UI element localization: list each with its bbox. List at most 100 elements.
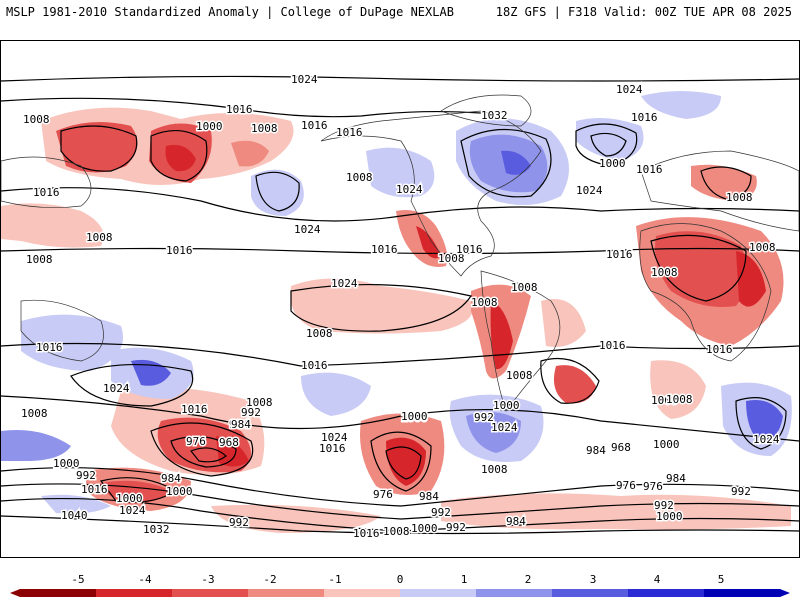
isobar-label: 1032: [481, 109, 508, 122]
isobar-label: 1008: [481, 463, 508, 476]
isobar-label: 1024: [753, 433, 780, 446]
isobar-label: 992: [76, 469, 96, 482]
colorbar-tick-label: 2: [524, 573, 532, 586]
isobar-label: 1008: [471, 296, 498, 309]
isobar-label: 1008: [511, 281, 538, 294]
colorbar-segment: [96, 589, 173, 597]
colorbar-segment: [628, 589, 705, 597]
isobar-label: 1024: [294, 223, 321, 236]
colorbar: [10, 589, 790, 597]
isobar-label: 1016: [353, 527, 380, 540]
isobar-label: 1024: [331, 277, 358, 290]
isobar-label: 1016: [606, 248, 633, 261]
isobar-label: 1016: [301, 119, 328, 132]
colorbar-tick-label: -4: [138, 573, 152, 586]
isobar-label: 1024: [576, 184, 603, 197]
isobar-label: 1008: [246, 396, 273, 409]
isobar-label: 984: [231, 418, 251, 431]
isobar-label: 1016: [181, 403, 208, 416]
isobar-label: 1008: [26, 253, 53, 266]
isobar-label: 1016: [706, 343, 733, 356]
colorbar-tick-label: -2: [263, 573, 277, 586]
isobar-label: 1008: [666, 393, 693, 406]
isobar-label: 1024: [291, 73, 318, 86]
isobar-label: 1000: [196, 120, 223, 133]
isobar-label: 992: [241, 406, 261, 419]
isobar-label: 1016: [226, 103, 253, 116]
isobar-label: 1032: [143, 523, 170, 536]
isobar-label: 992: [731, 485, 751, 498]
isobar-label: 1016: [166, 244, 193, 257]
isobar-label: 992: [654, 499, 674, 512]
colorbar-min-arrow: [10, 589, 20, 597]
isobar-label: 1000: [116, 492, 143, 505]
model-run-info: 18Z GFS | F318 Valid: 00Z TUE APR 08 202…: [495, 5, 792, 19]
colorbar-tick-label: 0: [396, 573, 404, 586]
positive-anomaly-shading: [1, 91, 792, 514]
isobar-label: 976: [616, 479, 636, 492]
isobar-label: 1016: [301, 359, 328, 372]
isobar-label: 1000: [599, 157, 626, 170]
isobar-label: 1000: [401, 410, 428, 423]
isobar-label: 1024: [616, 83, 643, 96]
isobar-label: 1024: [396, 183, 423, 196]
isobar-label: 1000: [53, 457, 80, 470]
isobar-label: 1008: [306, 327, 333, 340]
isobar-label: 1008: [651, 266, 678, 279]
isobar-label: 976: [373, 488, 393, 501]
isobar-label: 1008: [23, 113, 50, 126]
isobar-label: 1008: [383, 525, 410, 538]
isobar-label: 1016: [636, 163, 663, 176]
isobar-label: 968: [219, 436, 239, 449]
isobar-label: 1024: [491, 421, 518, 434]
isobar-label: 1016: [456, 243, 483, 256]
isobar-label: 984: [419, 490, 439, 503]
isobar-label: 1000: [166, 485, 193, 498]
anomaly-map: 1024 1016 1008 1000 1008 1016 1008 1016 …: [0, 40, 800, 558]
coastlines: [1, 94, 799, 412]
colorbar-segment: [552, 589, 629, 597]
isobar-label: 976: [643, 480, 663, 493]
isobar-label: 1008: [506, 369, 533, 382]
isobar-label: 1008: [651, 394, 678, 407]
colorbar-tick-label: 4: [653, 573, 661, 586]
colorbar-segment: [20, 589, 97, 597]
isobar-label: 1008: [438, 252, 465, 265]
isobar-label: 1040: [61, 509, 88, 522]
isobar-label: 1008: [21, 407, 48, 420]
isobar-label: 992: [446, 521, 466, 534]
isobar-label: 1000: [493, 399, 520, 412]
isobar-label: 1008: [749, 241, 776, 254]
isobar-contours: [1, 75, 799, 535]
isobar-label: 1016: [33, 186, 60, 199]
isobar-label: 984: [666, 472, 686, 485]
isobar-label: 1016: [599, 339, 626, 352]
colorbar-segment: [704, 589, 781, 597]
isobar-label: 1008: [86, 231, 113, 244]
map-title: MSLP 1981-2010 Standardized Anomaly | Co…: [6, 5, 454, 19]
isobar-label: 992: [474, 411, 494, 424]
isobar-label: 976: [186, 435, 206, 448]
isobar-label: 1008: [251, 122, 278, 135]
isobar-label: 1000: [401, 411, 428, 424]
isobar-label: 1008: [346, 171, 373, 184]
isobar-label: 1000: [653, 438, 680, 451]
colorbar-max-arrow: [780, 589, 790, 597]
isobar-label: 984: [586, 444, 606, 457]
isobar-label: 984: [506, 515, 526, 528]
isobar-label: 968: [611, 441, 631, 454]
colorbar-tick-label: -1: [328, 573, 342, 586]
isobar-label: 1016: [319, 442, 346, 455]
colorbar-segment: [248, 589, 325, 597]
isobar-label: 992: [229, 516, 249, 529]
isobar-label: 984: [229, 418, 249, 431]
isobar-label: 1016: [81, 483, 108, 496]
colorbar-segment: [324, 589, 401, 597]
isobar-label: 1024: [103, 382, 130, 395]
isobar-label: 1016: [336, 126, 363, 139]
colorbar-tick-label: 1: [460, 573, 468, 586]
isobar-label: 992: [431, 506, 451, 519]
colorbar-segment: [400, 589, 477, 597]
isobar-label: 1008: [726, 191, 753, 204]
isobar-label: 1000: [656, 510, 683, 523]
